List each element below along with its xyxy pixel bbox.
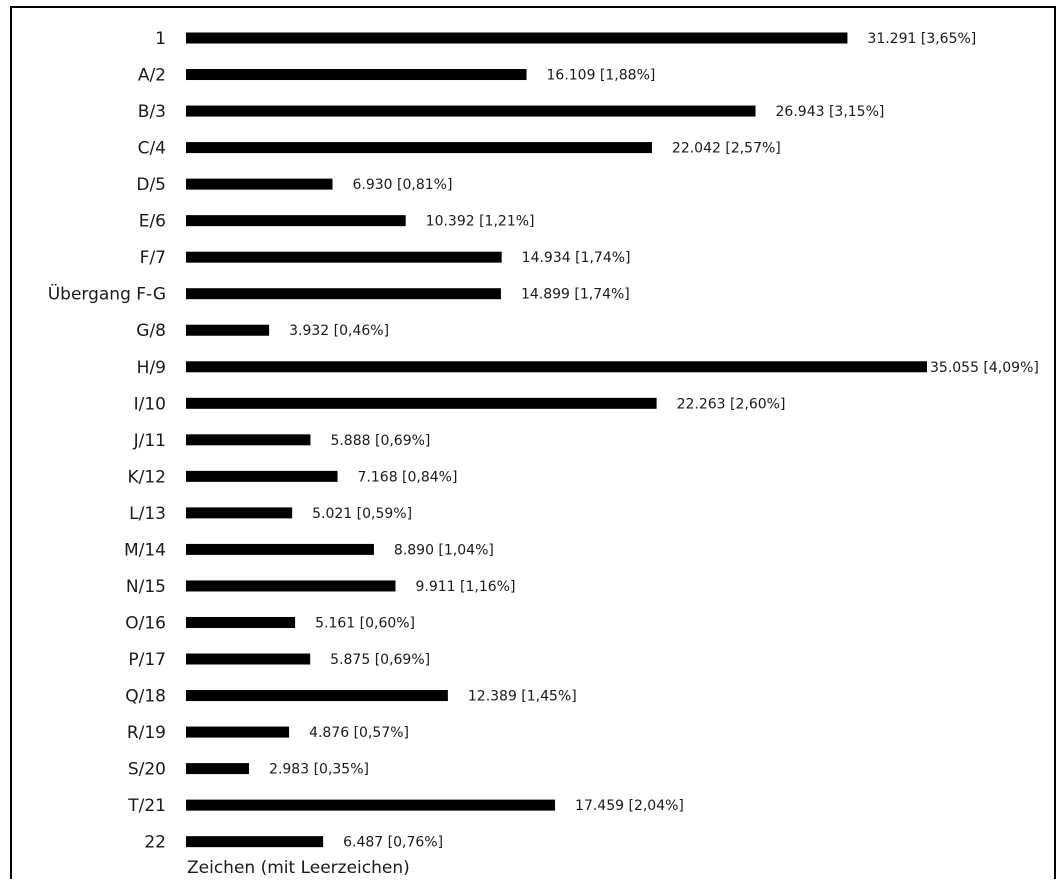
bar [186,580,396,592]
data-label: 22.263 [2,60%] [677,396,786,412]
bar [186,763,250,775]
data-label: 9.911 [1,16%] [416,579,516,595]
bar [186,507,293,519]
bar [186,836,324,848]
category-label: A/2 [138,66,166,86]
data-label: 26.943 [3,15%] [776,104,885,120]
category-label: 22 [144,833,166,853]
bar [186,690,448,702]
bar [186,434,311,446]
category-label: B/3 [138,102,166,122]
bar [186,543,374,555]
bar [186,251,502,263]
bar [186,69,527,81]
category-label: O/16 [125,613,166,633]
data-label: 10.392 [1,21%] [426,214,535,230]
data-label: 3.932 [0,46%] [289,323,389,339]
bar [186,324,270,336]
category-label: R/19 [127,723,166,743]
data-label: 17.459 [2,04%] [575,798,684,814]
data-label: 5.888 [0,69%] [330,433,430,449]
data-label: 16.109 [1,88%] [547,68,656,84]
category-label: F/7 [140,248,166,268]
category-label: C/4 [138,139,166,159]
chart-frame [10,6,1056,879]
category-label: Q/18 [125,687,166,707]
bar [186,288,501,300]
bar [186,361,927,373]
data-label: 35.055 [4,09%] [930,360,1039,376]
bar [186,105,756,117]
category-label: E/6 [139,212,166,232]
bar [186,653,311,665]
bar [186,178,333,190]
category-label: P/17 [128,650,166,670]
category-label: N/15 [126,577,166,597]
bar [186,799,556,811]
bar [186,215,406,227]
data-label: 14.899 [1,74%] [521,287,630,303]
bar [186,32,848,44]
data-label: 2.983 [0,35%] [269,762,369,778]
bar [186,616,296,628]
category-label: Übergang F-G [48,283,166,305]
category-label: H/9 [137,358,166,378]
category-label: 1 [155,29,166,49]
data-label: 22.042 [2,57%] [672,141,781,157]
category-label: J/11 [133,431,166,451]
data-label: 5.875 [0,69%] [330,652,430,668]
category-label: T/21 [127,796,166,816]
data-label: 7.168 [0,84%] [358,469,458,485]
category-label: K/12 [127,467,166,487]
data-label: 5.021 [0,59%] [312,506,412,522]
data-label: 5.161 [0,60%] [315,615,415,631]
bars-layer: 1 31.291 [3,65%] A/2 16.109 [1,88%] B/3 26.94… [48,29,1039,853]
category-label: L/13 [129,504,166,524]
data-label: 6.930 [0,81%] [352,177,452,193]
x-axis-title: Zeichen (mit Leerzeichen) [187,858,410,878]
category-label: D/5 [136,175,166,195]
bar [186,397,657,409]
data-label: 31.291 [3,65%] [867,31,976,47]
bar [186,726,290,738]
data-label: 4.876 [0,57%] [309,725,409,741]
data-label: 14.934 [1,74%] [522,250,631,266]
bar [186,470,338,482]
data-label: 8.890 [1,04%] [394,542,494,558]
category-label: S/20 [128,760,166,780]
data-label: 12.389 [1,45%] [468,689,577,705]
category-label: G/8 [136,321,166,341]
category-label: I/10 [134,394,166,414]
bar [186,142,652,154]
data-label: 6.487 [0,76%] [343,835,443,851]
category-label: M/14 [124,540,166,560]
